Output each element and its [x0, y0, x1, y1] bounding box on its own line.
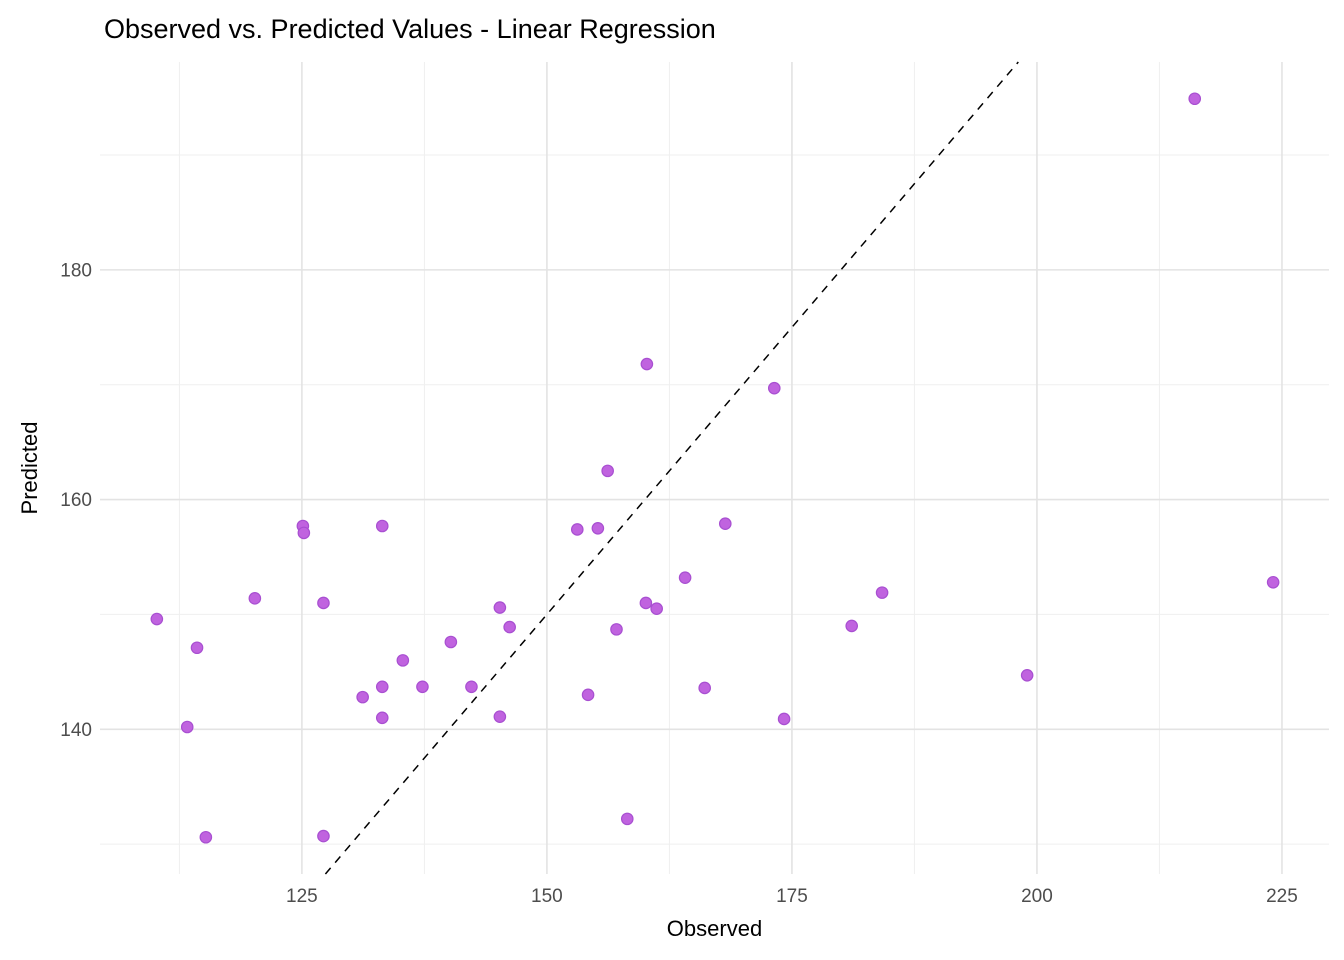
y-tick-label: 180: [60, 260, 92, 281]
data-point: [199, 830, 213, 844]
data-point: [581, 688, 595, 702]
data-point: [356, 690, 369, 704]
data-point: [1020, 669, 1034, 682]
data-point: [465, 680, 478, 694]
data-point: [601, 464, 614, 478]
data-point: [248, 592, 262, 605]
data-point: [375, 711, 389, 725]
data-point: [493, 710, 507, 723]
data-point: [650, 602, 663, 615]
identity-dashed-line: [324, 61, 1019, 875]
data-point: [620, 812, 634, 826]
x-tick-label: 125: [286, 886, 318, 907]
data-point: [416, 680, 429, 694]
data-point: [180, 720, 194, 734]
data-point: [875, 586, 889, 599]
data-point: [1266, 575, 1280, 589]
data-point: [1188, 92, 1202, 106]
data-point: [150, 612, 164, 626]
x-tick-label: 225: [1266, 886, 1298, 907]
data-point: [444, 635, 458, 649]
data-point: [503, 620, 516, 634]
data-point: [396, 654, 410, 667]
data-point: [845, 619, 859, 633]
data-point: [698, 681, 711, 695]
y-tick-label: 160: [60, 490, 92, 511]
data-point: [640, 357, 654, 371]
chart-title: Observed vs. Predicted Values - Linear R…: [104, 14, 716, 44]
data-point: [678, 571, 692, 584]
data-point: [610, 623, 623, 636]
x-tick-label: 150: [531, 886, 563, 907]
data-point: [375, 519, 389, 533]
data-point: [375, 680, 389, 694]
data-point: [767, 381, 781, 395]
data-point: [297, 526, 311, 540]
y-tick-label: 140: [60, 720, 92, 741]
data-point: [493, 601, 507, 614]
data-point: [718, 517, 732, 531]
data-point: [570, 523, 584, 536]
x-tick-label: 200: [1021, 886, 1053, 907]
data-point: [777, 712, 791, 726]
data-point: [317, 829, 330, 843]
data-point: [190, 641, 204, 655]
data-point: [639, 596, 653, 610]
data-point: [591, 521, 605, 535]
x-tick-label: 175: [776, 886, 808, 907]
data-point: [317, 596, 330, 610]
